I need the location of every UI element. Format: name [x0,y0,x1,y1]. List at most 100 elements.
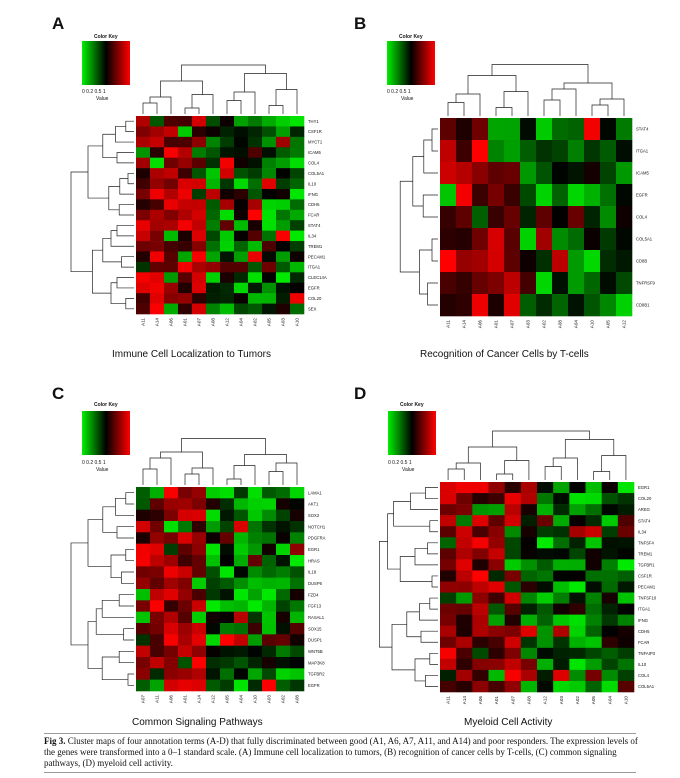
heatmap-cell [136,498,151,510]
dendrogram-branch [591,104,609,116]
heatmap-cell [276,623,291,635]
heatmap-cell [569,570,586,582]
heatmap-cell [206,521,221,533]
heatmap-cell [276,157,291,169]
heatmap-cell [585,482,602,494]
heatmap-cell [601,537,619,549]
heatmap-cell [504,548,522,560]
dendrogram-branch [419,603,438,621]
heatmap-cell [248,293,263,304]
heatmap-cell [248,220,263,231]
heatmap-cell [488,581,505,593]
heatmap-cell [472,581,489,593]
heatmap-cell [150,555,165,567]
heatmap-cell [504,680,522,693]
heatmap-cell [552,162,569,185]
heatmap-cell [504,184,521,207]
heatmap-cell [248,645,263,658]
row-label: IL10 [638,662,647,667]
heatmap-cell [234,589,249,601]
heatmap-cell [584,184,601,207]
heatmap-cell [150,498,165,510]
heatmap-cell [601,625,619,638]
column-label: A05 [225,695,230,704]
heatmap-cell [552,250,569,273]
dendrogram-branch [191,467,214,485]
heatmap-cell [150,566,165,578]
color-key-title: Color Key [399,34,423,40]
heatmap-cell [248,532,263,544]
heatmap-cell [150,157,165,169]
heatmap-cell [192,657,207,669]
heatmap-cell [164,188,179,200]
heatmap-cell [276,600,291,612]
heatmap-cell [456,184,473,207]
column-label: A06 [478,696,483,705]
color-key-bar [388,411,436,455]
heatmap-cell [164,199,179,211]
dendrogram-branch [101,599,134,618]
heatmap-cell [537,592,554,604]
heatmap-cell [150,543,165,556]
heatmap-cell [150,178,165,190]
heatmap-cell [178,251,193,263]
heatmap-cell [440,118,457,141]
column-label: A14 [155,318,160,327]
dendrogram-branch [116,152,134,164]
heatmap-cell [220,282,235,294]
dendrogram-branch [422,194,438,218]
heatmap-cell [472,614,489,626]
heatmap-cell [206,577,221,590]
heatmap-cell [552,206,569,229]
dendrogram-branch [125,492,134,505]
row-dendrogram [70,120,134,310]
heatmap-cell [178,657,193,669]
heatmap-cell [504,504,522,516]
heatmap-cell [488,625,505,638]
heatmap-cell [472,570,489,582]
heatmap-cell [206,116,221,127]
heatmap-cell [206,230,221,242]
column-label: A12 [225,318,230,327]
column-label: A02 [575,696,580,705]
row-label: LAMA1 [308,490,322,495]
heatmap-cell [192,543,207,556]
column-label: A08 [211,318,216,327]
dendrogram-branch [108,185,120,211]
heatmap-cell [276,303,291,315]
dendrogram-branch [149,96,172,114]
heatmap-cell [569,669,586,682]
heatmap-cell [520,272,537,295]
heatmap-cell [569,592,586,604]
heatmap-cell [206,668,221,680]
heatmap-cell [440,526,457,538]
heatmap-cell [192,623,207,635]
heatmap-cell [206,272,221,284]
heatmap-cell [136,178,151,190]
heatmap-cell [488,294,505,317]
dendrogram-branch [599,98,625,116]
heatmap-cell [568,250,585,273]
dendrogram-branch [191,94,214,114]
dendrogram-branch [412,156,424,207]
heatmap-cell [178,147,193,158]
heatmap-cell [248,487,263,499]
heatmap-cell [520,559,538,571]
heatmap-cell [520,140,537,163]
caption-rule [44,733,636,734]
heatmap-cell [537,658,554,671]
heatmap-cell [192,634,207,646]
heatmap-cell [234,657,249,669]
heatmap-cell [585,614,602,626]
heatmap-cell [234,532,249,544]
heatmap-cell [164,645,179,658]
heatmap-cell [206,261,221,273]
row-label: EGFR [636,193,648,198]
heatmap-cell [472,625,489,638]
heatmap-cell [192,230,207,242]
row-label: ITGA1 [638,607,651,612]
dendrogram-branch [110,230,134,247]
heatmap-cell [164,209,179,221]
heatmap-cell [234,498,249,510]
heatmap-cell [262,668,277,680]
